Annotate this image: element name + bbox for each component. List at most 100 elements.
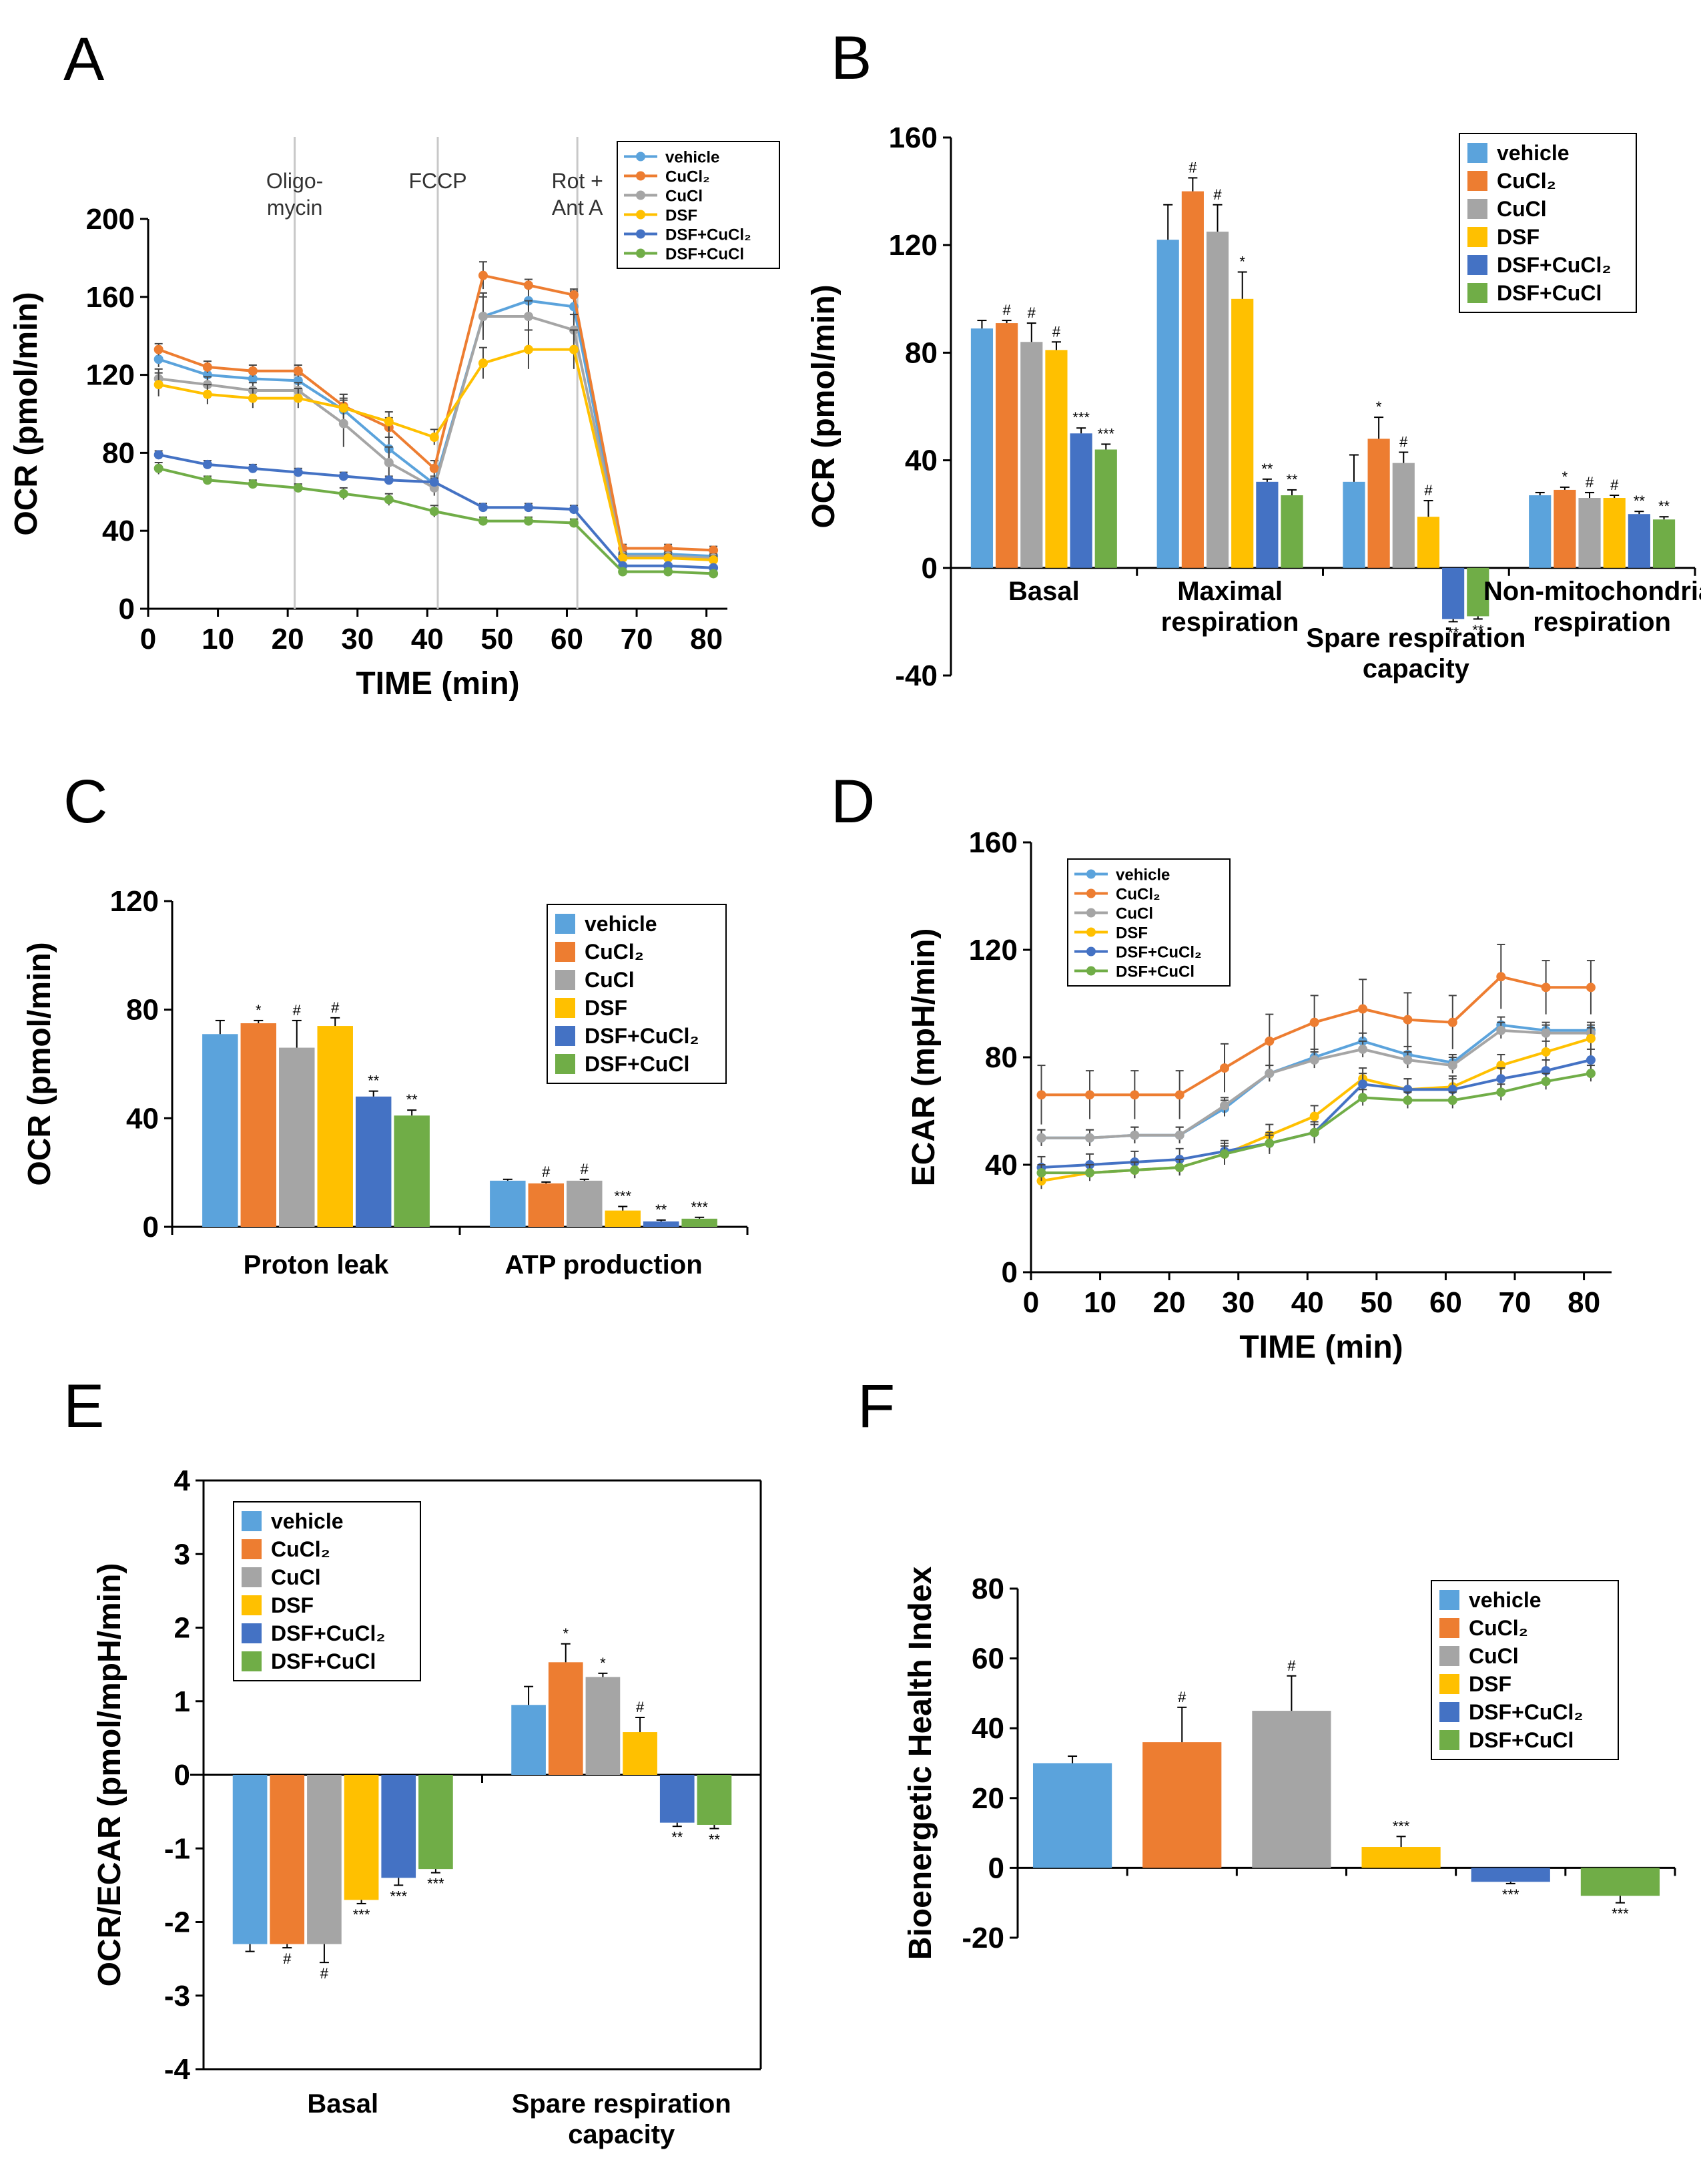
- legend-label-dsf-plus-cucl: DSF+CuCl: [1116, 963, 1195, 981]
- significance-mark: #: [1287, 1657, 1296, 1674]
- significance-mark: *: [1239, 254, 1245, 270]
- x-tick-label: 80: [690, 623, 723, 655]
- category-label: Spare respiration: [512, 2089, 731, 2119]
- bar-dsf: [1603, 498, 1626, 568]
- data-point: [1130, 1090, 1140, 1100]
- legend-swatch-dsf-plus-cucl2: [1439, 1702, 1459, 1722]
- data-point: [1586, 1069, 1596, 1079]
- legend-label-dsf: DSF: [665, 207, 697, 225]
- bar-cucl: [1578, 498, 1601, 568]
- y-tick-label: 80: [905, 336, 938, 369]
- data-point: [384, 495, 394, 505]
- y-tick-label: 160: [969, 826, 1018, 859]
- y-axis-title: OCR (pmol/min): [22, 942, 57, 1185]
- legend-label-dsf-plus-cucl2: DSF+CuCl₂: [1497, 253, 1612, 277]
- data-point: [429, 433, 439, 443]
- panel-label: D: [831, 768, 875, 836]
- series-cucl2: [1036, 943, 1596, 1125]
- data-point: [1220, 1063, 1229, 1073]
- legend-marker-dsf-plus-cucl: [636, 248, 645, 258]
- significance-mark: **: [406, 1091, 418, 1108]
- data-point: [293, 467, 303, 477]
- data-point: [1309, 1017, 1319, 1027]
- legend-marker-dsf: [1086, 927, 1096, 937]
- data-point: [384, 458, 394, 467]
- data-point: [1586, 983, 1596, 993]
- legend-label-cucl2: CuCl₂: [271, 1537, 330, 1561]
- data-point: [523, 312, 533, 321]
- data-point: [202, 389, 212, 399]
- significance-mark: **: [1286, 471, 1298, 488]
- legend-box: [1459, 133, 1637, 313]
- y-tick-label: 120: [889, 229, 938, 262]
- y-tick-label: 80: [985, 1041, 1018, 1074]
- legend-swatch-vehicle: [1467, 143, 1487, 163]
- y-tick-label: 0: [119, 593, 135, 625]
- y-tick-label: -20: [962, 1922, 1004, 1954]
- significance-mark: ***: [1097, 425, 1114, 442]
- category-label: ATP production: [504, 1250, 702, 1280]
- legend-swatch-vehicle: [555, 914, 575, 934]
- legend-swatch-dsf-plus-cucl: [555, 1054, 575, 1074]
- series-dsf-plus-cucl2: [153, 450, 719, 573]
- x-tick-label: 40: [1291, 1286, 1324, 1319]
- legend-swatch-dsf: [555, 998, 575, 1018]
- data-point: [338, 489, 348, 499]
- significance-mark: ***: [1072, 409, 1090, 426]
- legend-label-cucl: CuCl: [271, 1565, 321, 1589]
- bar-vehicle: [511, 1705, 546, 1775]
- legend-swatch-cucl2: [1439, 1618, 1459, 1638]
- legend-label-dsf-plus-cucl: DSF+CuCl: [1497, 281, 1602, 305]
- bar-vehicle: [232, 1775, 268, 1944]
- data-point: [429, 463, 439, 473]
- legend-swatch-dsf-plus-cucl2: [242, 1623, 262, 1643]
- data-point: [1496, 1074, 1506, 1084]
- data-point: [248, 463, 258, 473]
- series-line-vehicle: [158, 299, 714, 558]
- data-point: [478, 516, 488, 526]
- data-point: [1309, 1127, 1319, 1137]
- data-point: [248, 479, 258, 489]
- bar-vehicle: [970, 328, 994, 568]
- x-axis-title: TIME (min): [1239, 1330, 1403, 1365]
- y-tick-label: 4: [174, 1464, 191, 1497]
- y-axis-title: OCR (pmol/min): [9, 292, 44, 535]
- series-line-dsf: [158, 348, 714, 561]
- legend-box: [1431, 1580, 1619, 1760]
- significance-mark: **: [655, 1201, 667, 1218]
- bar-vehicle: [1529, 495, 1552, 568]
- significance-mark: *: [600, 1655, 606, 1671]
- data-point: [1265, 1036, 1275, 1046]
- data-point: [384, 417, 394, 427]
- x-tick-label: 30: [1222, 1286, 1255, 1319]
- data-point: [1447, 1017, 1457, 1027]
- bar-dsf-plus-cucl2: [1471, 1868, 1550, 1882]
- data-point: [1496, 1087, 1506, 1097]
- bar-cucl: [1392, 463, 1415, 568]
- data-point: [663, 553, 673, 563]
- legend-swatch-cucl: [555, 970, 575, 990]
- legend-label-vehicle: vehicle: [665, 149, 719, 167]
- bar-dsf-plus-cucl: [1580, 1868, 1660, 1896]
- y-tick-label: 60: [972, 1643, 1004, 1675]
- x-tick-label: 70: [621, 623, 653, 655]
- x-tick-label: 70: [1499, 1286, 1532, 1319]
- category-label: Non-mitochondrial: [1483, 577, 1701, 606]
- bar-cucl: [1020, 342, 1043, 568]
- data-point: [1220, 1101, 1229, 1111]
- legend-label-vehicle: vehicle: [1116, 866, 1170, 884]
- legend-label-cucl2: CuCl₂: [1497, 169, 1556, 193]
- bar-vehicle: [490, 1180, 526, 1227]
- y-tick-label: 80: [102, 437, 135, 469]
- legend-label-cucl2: CuCl₂: [585, 940, 644, 964]
- legend-label-cucl: CuCl: [665, 188, 703, 206]
- significance-mark: #: [1178, 1689, 1186, 1705]
- bar-cucl2: [1181, 191, 1204, 568]
- significance-mark: ***: [427, 1876, 444, 1892]
- legend-swatch-cucl2: [1467, 171, 1487, 191]
- bar-cucl2: [996, 323, 1018, 568]
- y-tick-label: 3: [174, 1538, 190, 1571]
- data-point: [1309, 1055, 1319, 1065]
- bar-cucl2: [1367, 439, 1390, 568]
- legend-swatch-cucl: [1439, 1646, 1459, 1666]
